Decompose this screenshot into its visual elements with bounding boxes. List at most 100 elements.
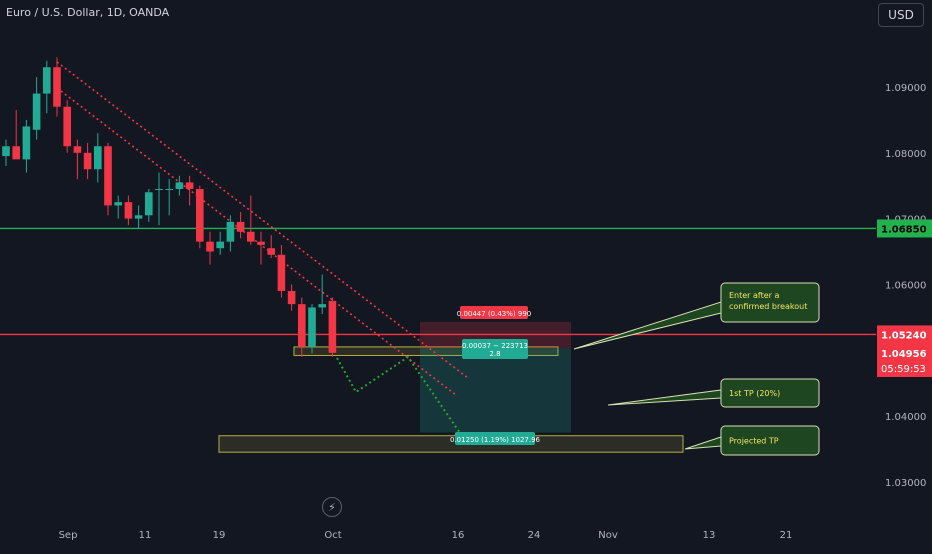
candle[interactable]	[318, 274, 326, 315]
target-label: 0.01250 (1.19%) 1027.96	[450, 436, 541, 444]
callout-box	[720, 425, 820, 456]
candle-body	[226, 221, 235, 242]
candle[interactable]	[63, 100, 71, 153]
candle[interactable]	[257, 231, 265, 265]
candle-body	[216, 241, 224, 249]
candle-body	[63, 106, 71, 147]
resistance-price-badge: 1.06850	[881, 224, 927, 235]
candle[interactable]	[165, 179, 173, 216]
x-tick-label: Oct	[324, 530, 341, 541]
candle-body	[277, 254, 286, 291]
candle-body	[318, 304, 326, 308]
candle[interactable]	[32, 77, 41, 140]
callout-projected[interactable]: Projected TP	[684, 425, 820, 456]
resistance-price-badge-bg	[877, 219, 932, 238]
candle[interactable]	[267, 235, 275, 259]
candle-body	[114, 202, 122, 206]
x-tick-label: 11	[139, 530, 152, 541]
candle[interactable]	[247, 195, 255, 245]
callout-text: 1st TP (20%)	[729, 389, 780, 398]
candle[interactable]	[94, 133, 102, 183]
candle-body	[43, 67, 51, 94]
candle-body	[175, 182, 184, 189]
candle[interactable]	[277, 244, 286, 298]
candle[interactable]	[145, 188, 153, 222]
y-tick-label: 1.09000	[885, 83, 926, 94]
candle[interactable]	[134, 205, 143, 229]
candle-body	[53, 67, 61, 107]
x-tick-label: 19	[213, 530, 226, 541]
callout-box	[720, 378, 820, 408]
candle[interactable]	[43, 60, 51, 114]
candle[interactable]	[308, 304, 316, 354]
candle[interactable]	[104, 142, 112, 216]
trendline-upper[interactable]	[56, 61, 469, 379]
candle[interactable]	[298, 297, 306, 357]
candle-body	[145, 192, 153, 216]
candle[interactable]	[196, 185, 204, 249]
callout-breakout[interactable]: Enter after a confirmed breakout	[573, 282, 820, 350]
y-tick-label: 1.06000	[885, 280, 926, 291]
last-price-badge: 1.04956	[881, 349, 927, 360]
y-tick-label: 1.08000	[885, 149, 926, 160]
entry-ratio-label: 2.8	[489, 350, 500, 358]
y-tick-label: 1.03000	[885, 478, 926, 489]
callout-pointer	[573, 301, 722, 350]
countdown-label: 05:59:53	[881, 364, 926, 375]
trendline-lower[interactable]	[56, 87, 457, 396]
candle-body	[73, 146, 82, 153]
candle[interactable]	[287, 284, 296, 311]
candle-body	[236, 221, 245, 232]
position-target-zone[interactable]	[420, 348, 571, 433]
candle[interactable]	[22, 119, 31, 173]
candle[interactable]	[53, 57, 61, 117]
callout-text: Projected TP	[729, 437, 779, 446]
candle[interactable]	[124, 195, 133, 226]
entry-price-badge: 1.05240	[881, 330, 927, 341]
candle-body	[247, 231, 255, 242]
candle[interactable]	[226, 215, 235, 252]
candle[interactable]	[83, 142, 92, 180]
target-label-bg	[455, 432, 535, 445]
callout-tp1[interactable]: 1st TP (20%)	[607, 378, 820, 408]
projected-zone[interactable]	[218, 435, 684, 453]
candle-body	[196, 188, 204, 242]
entry-label: 0.00037 − 223713	[462, 342, 528, 350]
candle[interactable]	[2, 139, 10, 166]
candle-body	[104, 146, 112, 206]
candle[interactable]	[236, 212, 245, 239]
projected-path[interactable]	[336, 355, 461, 434]
candle-body	[32, 93, 41, 130]
candle[interactable]	[175, 175, 184, 196]
x-tick-label: 24	[528, 530, 541, 541]
candle[interactable]	[216, 231, 224, 255]
entry-label-bg	[462, 339, 528, 359]
candle[interactable]	[73, 139, 82, 180]
last-price-badge-bg	[877, 343, 932, 377]
candle[interactable]	[12, 110, 20, 160]
x-tick-label: 13	[703, 530, 716, 541]
candle[interactable]	[328, 297, 337, 357]
x-tick-label: 21	[780, 530, 793, 541]
x-tick-label: Sep	[59, 530, 78, 541]
candle[interactable]	[114, 195, 122, 219]
candle-body	[165, 188, 173, 190]
candle[interactable]	[206, 231, 214, 265]
candle-body	[124, 202, 133, 219]
candle-body	[134, 215, 143, 219]
currency-button[interactable]: USD	[878, 3, 924, 27]
lightning-icon[interactable]: ⚡	[322, 497, 342, 517]
candle-body	[257, 241, 265, 245]
y-tick-label: 1.04000	[885, 412, 926, 423]
candle[interactable]	[155, 172, 163, 226]
x-tick-label: 16	[452, 530, 465, 541]
candle-body	[287, 290, 296, 305]
candle[interactable]	[185, 175, 194, 206]
candle-body	[328, 300, 337, 353]
candle-body	[308, 307, 316, 347]
chart-title: Euro / U.S. Dollar, 1D, OANDA	[6, 6, 170, 19]
breakout-zone[interactable]	[293, 346, 559, 356]
candle-body	[185, 182, 194, 189]
